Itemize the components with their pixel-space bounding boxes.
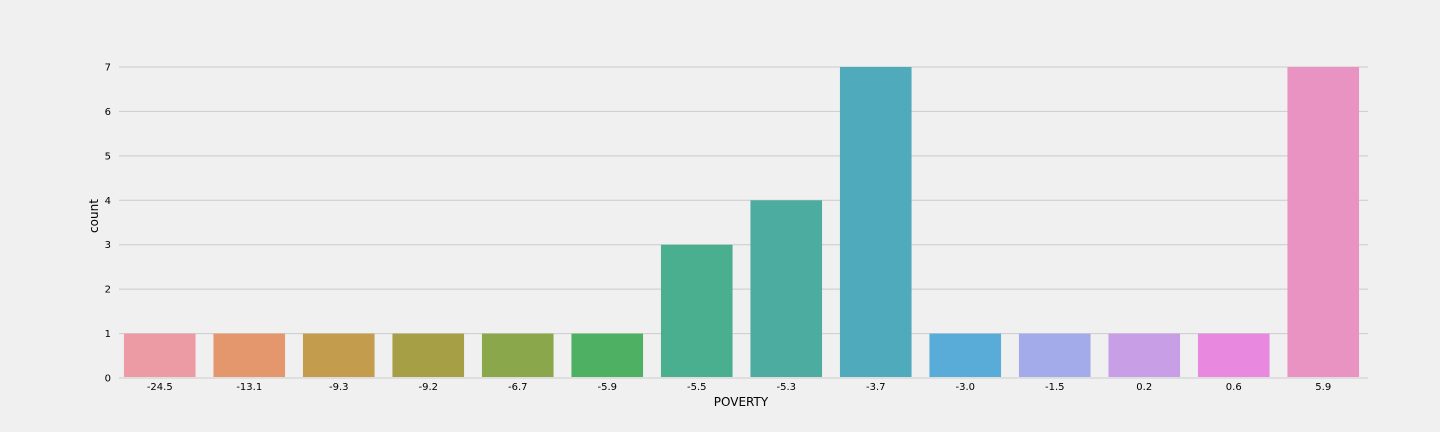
bar [750, 200, 823, 377]
bars [123, 67, 1360, 377]
x-tick-label: -9.2 [418, 382, 438, 393]
x-tick-label: -5.3 [776, 382, 796, 393]
bar [123, 333, 196, 377]
grid [119, 66, 1368, 379]
x-tick-label: 0.6 [1226, 382, 1242, 393]
x-tick-label: -5.5 [687, 382, 707, 393]
y-tick-label: 4 [105, 196, 111, 207]
bar [213, 333, 286, 377]
x-tick-label: -13.1 [236, 382, 262, 393]
bar [302, 333, 375, 377]
y-axis-label: count [87, 199, 101, 233]
x-tick-label: -5.9 [597, 382, 617, 393]
bar [1108, 333, 1181, 377]
y-tick-label: 0 [105, 374, 111, 385]
x-axis-label: POVERTY [714, 395, 769, 409]
bar [929, 333, 1002, 377]
x-tick-label: 0.2 [1136, 382, 1152, 393]
bar [839, 67, 912, 377]
bar [1287, 67, 1360, 377]
y-tick-label: 7 [105, 63, 111, 74]
y-tick-label: 5 [105, 151, 111, 162]
x-ticks: -24.5 -13.1 -9.3 -9.2 -6.7 -5.9 -5.5 -5.3 -3.7 -3… [147, 382, 1331, 393]
y-ticks: 0 1 2 3 4 5 6 7 [105, 63, 111, 385]
y-tick-label: 1 [105, 329, 111, 340]
bar [571, 333, 644, 377]
x-tick-label: -1.5 [1045, 382, 1065, 393]
x-tick-label: 5.9 [1315, 382, 1331, 393]
x-tick-label: -24.5 [147, 382, 173, 393]
bar [660, 244, 733, 377]
x-tick-label: -6.7 [508, 382, 528, 393]
bar [392, 333, 465, 377]
x-tick-label: -3.7 [866, 382, 886, 393]
bar [481, 333, 554, 377]
bar [1018, 333, 1091, 377]
y-tick-label: 6 [105, 107, 111, 118]
y-tick-label: 3 [105, 240, 111, 251]
bar [1197, 333, 1270, 377]
y-tick-label: 2 [105, 285, 111, 296]
x-tick-label: -3.0 [955, 382, 975, 393]
x-tick-label: -9.3 [329, 382, 349, 393]
